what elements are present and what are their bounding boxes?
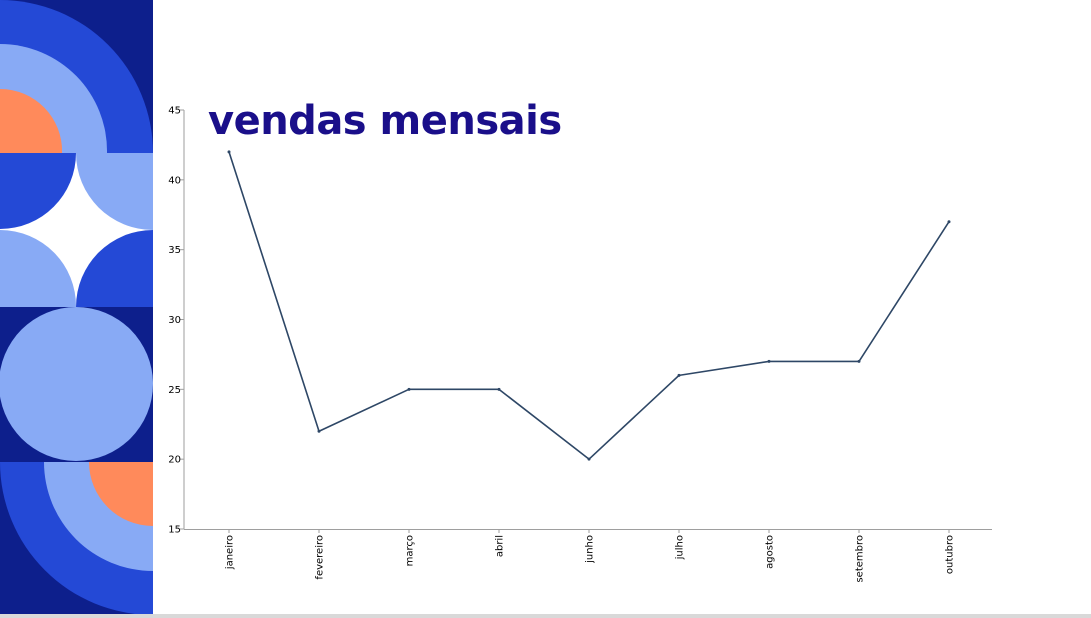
series-line bbox=[228, 151, 950, 460]
decor-tile-star bbox=[0, 153, 153, 307]
data-point bbox=[497, 387, 501, 391]
data-point bbox=[857, 359, 861, 363]
x-tick-label: outubro bbox=[945, 535, 956, 574]
decorative-panel bbox=[0, 0, 153, 615]
data-points bbox=[227, 150, 951, 461]
y-tick-label: 45 bbox=[168, 106, 181, 117]
y-ticks: 15 20 25 30 35 40 45 bbox=[168, 106, 184, 536]
x-tick-label: setembro bbox=[855, 535, 866, 583]
decor-tile-circle bbox=[0, 307, 153, 462]
x-tick-label: agosto bbox=[765, 535, 776, 569]
y-tick-label: 30 bbox=[168, 315, 181, 326]
data-point bbox=[407, 387, 411, 391]
y-tick-label: 15 bbox=[168, 525, 181, 536]
x-tick-label: janeiro bbox=[225, 535, 236, 570]
data-point bbox=[947, 220, 951, 224]
data-point bbox=[317, 429, 321, 433]
y-tick-label: 40 bbox=[168, 175, 181, 186]
data-point bbox=[677, 373, 681, 377]
bottom-border bbox=[0, 614, 1091, 618]
decor-tile-arcs-top bbox=[0, 0, 153, 153]
y-tick-label: 25 bbox=[168, 385, 181, 396]
y-tick-label: 35 bbox=[168, 245, 181, 256]
x-tick-label: julho bbox=[675, 535, 686, 560]
y-tick-label: 20 bbox=[168, 455, 181, 466]
data-point bbox=[587, 457, 591, 461]
x-tick-label: março bbox=[405, 535, 416, 566]
x-tick-label: abril bbox=[495, 535, 506, 557]
data-point bbox=[227, 150, 231, 154]
data-point bbox=[767, 359, 771, 363]
x-tick-label: fevereiro bbox=[315, 535, 326, 580]
x-ticks: janeiro fevereiro março abril junho julho agos… bbox=[225, 529, 956, 583]
chart-title: vendas mensais bbox=[208, 98, 562, 144]
decor-tile-arcs-bottom bbox=[0, 462, 153, 615]
x-tick-label: junho bbox=[585, 535, 596, 564]
